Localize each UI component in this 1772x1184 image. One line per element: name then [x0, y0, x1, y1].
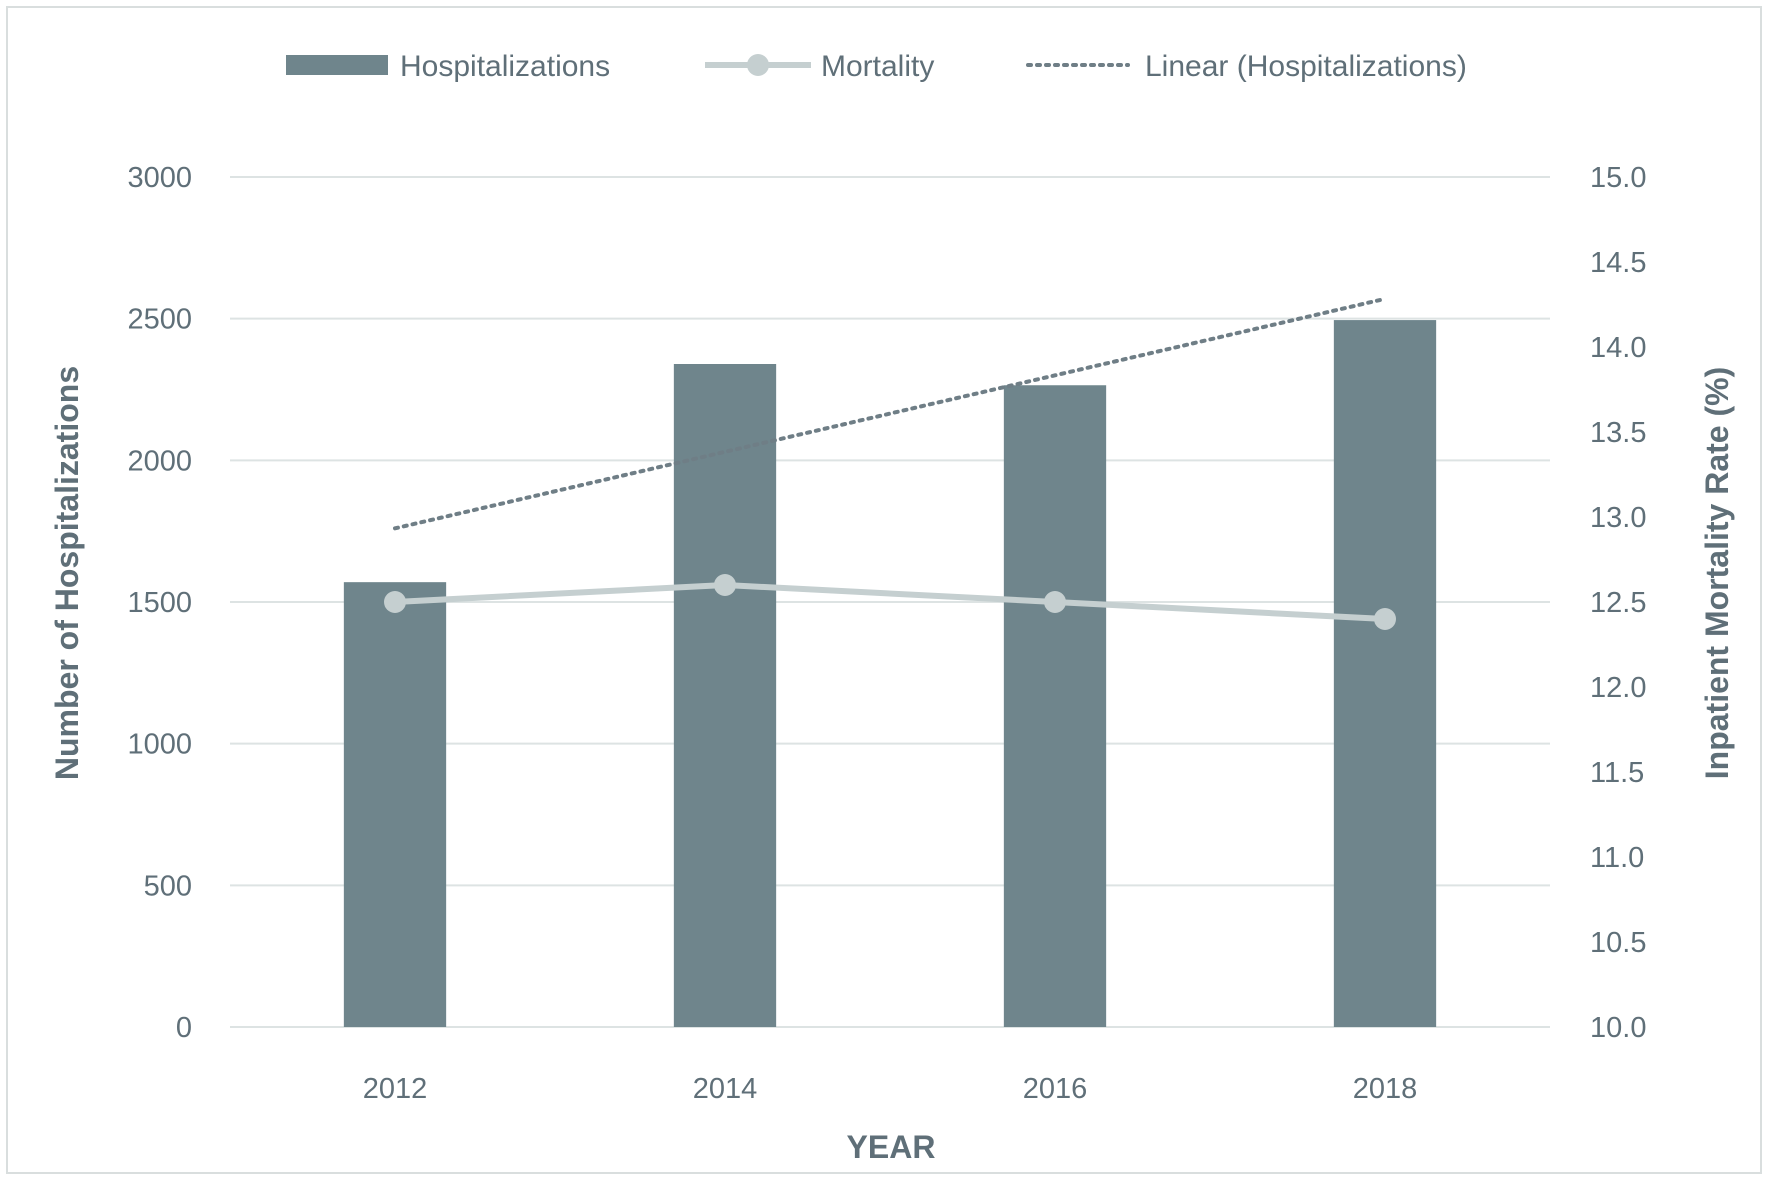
mortality-line: [394, 582, 1386, 622]
y2-tick-label: 15.0: [1590, 162, 1646, 194]
y2-tick-label: 12.5: [1590, 587, 1646, 619]
y2-tick-label: 11.5: [1590, 757, 1644, 789]
y2-tick-label: 10.5: [1590, 927, 1646, 959]
legend: Hospitalizations Mortality Linear (Hospita…: [286, 50, 1467, 83]
mortality-point: [1044, 591, 1066, 613]
y-tick-label: 3000: [127, 162, 192, 194]
y-tick-label: 0: [176, 1012, 192, 1044]
left-axis-ticks: 0 500 1000 1500 2000 2500 3000: [127, 162, 192, 1044]
mortality-point: [1374, 608, 1396, 630]
y2-tick-label: 13.5: [1590, 417, 1646, 449]
y2-tick-label: 11.0: [1590, 842, 1644, 874]
x-tick-label: 2018: [1353, 1073, 1418, 1105]
legend-label-hospitalizations: Hospitalizations: [400, 50, 610, 83]
bar-hospitalizations: [1333, 320, 1437, 1027]
legend-label-mortality: Mortality: [821, 50, 934, 83]
legend-label-trendline: Linear (Hospitalizations): [1145, 50, 1467, 83]
y2-tick-label: 14.0: [1590, 332, 1646, 364]
x-tick-label: 2016: [1023, 1073, 1088, 1105]
legend-swatch-hospitalizations: [286, 55, 388, 75]
x-tick-label: 2014: [693, 1073, 758, 1105]
y-tick-label: 1000: [127, 729, 192, 761]
legend-swatch-mortality-marker: [747, 54, 769, 76]
y2-tick-label: 13.0: [1590, 502, 1646, 534]
x-tick-label: 2012: [363, 1073, 428, 1105]
gridlines: [230, 176, 1550, 1028]
mortality-point: [714, 574, 736, 596]
y-tick-label: 500: [144, 870, 192, 902]
trendline-series: [393, 296, 1387, 531]
y-tick-label: 2500: [127, 304, 192, 336]
bar-hospitalizations: [1003, 385, 1107, 1027]
y2-tick-label: 12.0: [1590, 672, 1646, 704]
mortality-series: [384, 574, 1396, 630]
y2-tick-label: 10.0: [1590, 1012, 1646, 1044]
bar-hospitalizations: [343, 582, 447, 1027]
y2-axis-title: Inpatient Mortality Rate (%): [1699, 367, 1735, 779]
chart-frame: [6, 6, 1762, 1174]
mortality-point: [384, 591, 406, 613]
y-tick-label: 1500: [127, 587, 192, 619]
y-tick-label: 2000: [127, 445, 192, 477]
x-axis-title: YEAR: [847, 1129, 936, 1165]
y-axis-title: Number of Hospitalizations: [49, 366, 85, 780]
trendline: [393, 296, 1387, 531]
bar-hospitalizations: [673, 364, 777, 1027]
x-axis-ticks: 2012 2014 2016 2018: [363, 1073, 1418, 1105]
y2-tick-label: 14.5: [1590, 247, 1646, 279]
right-axis-ticks: 10.0 10.5 11.0 11.5 12.0 12.5 13.0 13.5 14.0 14.5…: [1590, 162, 1646, 1044]
bar-series: [343, 320, 1437, 1027]
